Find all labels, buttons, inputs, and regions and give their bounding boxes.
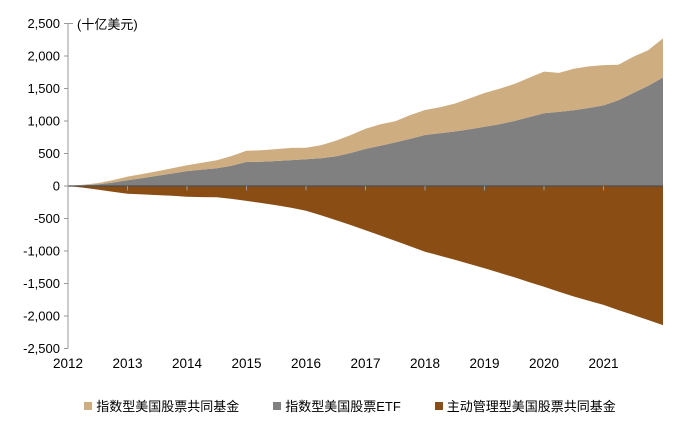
- y-tick-label: 1,000: [27, 114, 60, 129]
- x-tick-label: 2019: [469, 356, 499, 371]
- legend-label-index-etf: 指数型美国股票ETF: [285, 399, 401, 414]
- y-tick-label: 2,500: [27, 16, 60, 31]
- area-index-us-equity-etf: [68, 77, 663, 186]
- y-tick-label: -1,500: [23, 276, 60, 291]
- legend-swatch-index-mutual-fund: [84, 401, 93, 410]
- x-tick-label: 2014: [172, 356, 203, 371]
- x-tick-label: 2016: [291, 356, 321, 371]
- x-tick-label: 2013: [112, 356, 142, 371]
- legend-item-index-etf: 指数型美国股票ETF: [273, 396, 401, 415]
- x-tick-label: 2017: [350, 356, 380, 371]
- x-tick-label: 2021: [588, 356, 618, 371]
- y-tick-label: -500: [34, 211, 60, 226]
- y-tick-label: -2,000: [23, 309, 60, 324]
- x-tick-label: 2015: [231, 356, 261, 371]
- area-index-us-equity-mutual-funds: [68, 38, 663, 187]
- chart-canvas: 2,500 2,000 1,500 1,000 500 0 -500 -1,000 -1,500…: [23, 16, 663, 371]
- legend-item-index-mutual-fund: 指数型美国股票共同基金: [84, 396, 239, 415]
- y-axis-unit-label: (十亿美元): [77, 17, 138, 32]
- chart-legend: 指数型美国股票共同基金 指数型美国股票ETF 主动管理型美国股票共同基金: [0, 396, 700, 415]
- y-tick-label: -1,000: [23, 244, 60, 259]
- y-tick-label: -2,500: [23, 341, 60, 356]
- legend-swatch-index-etf: [273, 401, 282, 410]
- x-tick-label: 2018: [410, 356, 440, 371]
- y-tick-label: 0: [53, 179, 60, 194]
- legend-item-active-mutual-fund: 主动管理型美国股票共同基金: [434, 396, 616, 415]
- x-tick-label: 2012: [53, 356, 83, 371]
- legend-label-index-mutual-fund: 指数型美国股票共同基金: [96, 399, 240, 414]
- legend-label-active-mutual-fund: 主动管理型美国股票共同基金: [446, 399, 616, 414]
- y-tick-label: 2,000: [27, 49, 60, 64]
- area-active-us-equity-mutual-funds: [68, 186, 663, 326]
- y-tick-label: 500: [38, 146, 60, 161]
- x-tick-label: 2020: [529, 356, 559, 371]
- y-tick-label: 1,500: [27, 81, 60, 96]
- legend-swatch-active-mutual-fund: [434, 401, 443, 410]
